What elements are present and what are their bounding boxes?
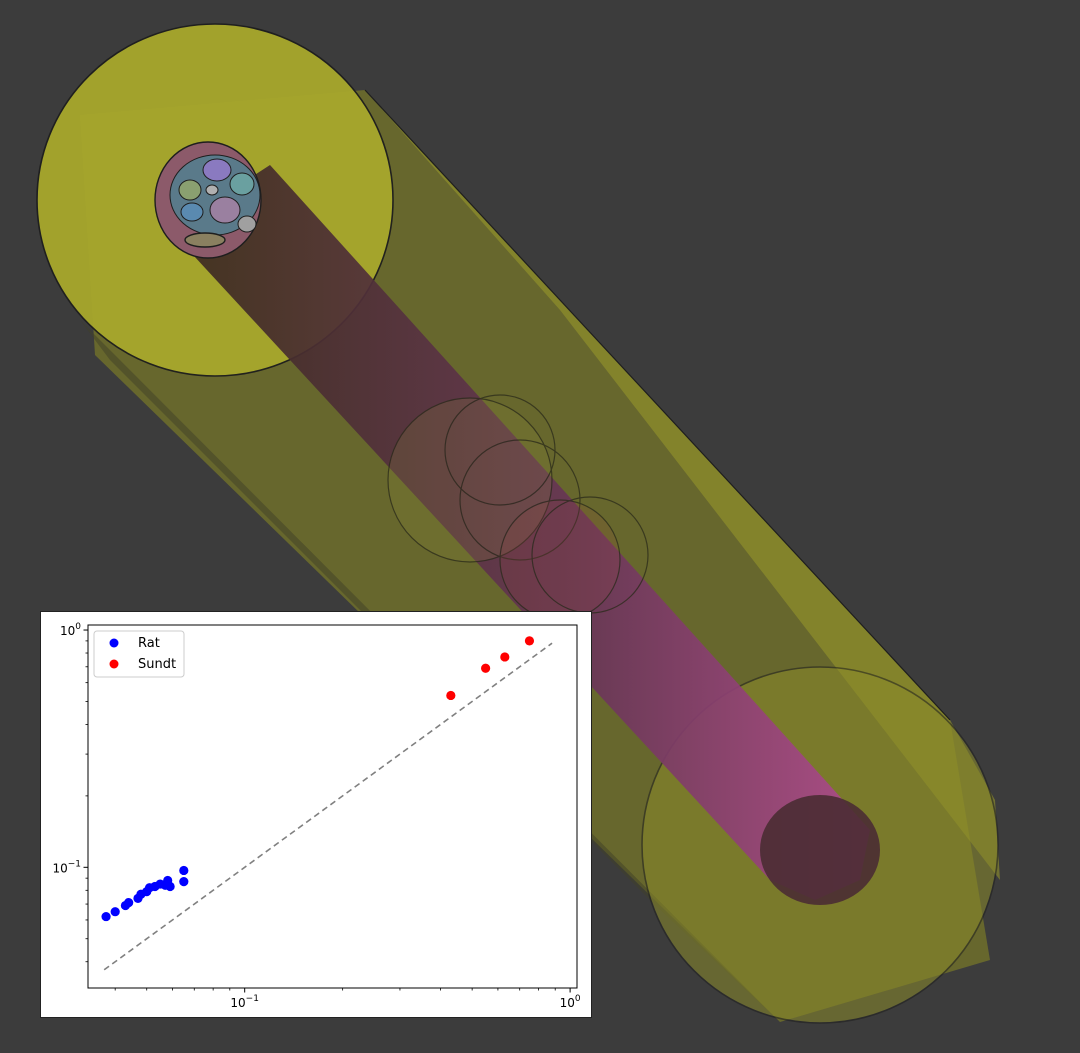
scatter-plot: 10−1 100 10−1 100 Rat Sundt: [52, 622, 581, 1010]
point-sundt-3: [524, 636, 535, 646]
point-rat-3: [124, 898, 134, 908]
plot-axes-frame: [87, 624, 578, 989]
point-rat-1: [110, 907, 120, 917]
legend-marker-rat: [109, 638, 119, 648]
point-sundt-0: [446, 690, 456, 701]
cross-section: [154, 141, 262, 259]
point-rat-13: [179, 877, 189, 887]
legend-label-sundt: Sundt: [138, 657, 176, 672]
inner-rod: [170, 165, 880, 905]
y-tick-label: 10−1: [52, 859, 81, 875]
plot-panel: 10−1 100 10−1 100 Rat Sundt: [40, 611, 592, 1018]
legend-marker-sundt: [109, 659, 119, 669]
ring-segments: [387, 394, 649, 621]
legend: Rat Sundt: [93, 630, 185, 678]
x-tick-label: 10−1: [230, 994, 259, 1010]
y-tick-label: 100: [60, 622, 81, 638]
point-rat-14: [179, 865, 189, 876]
reference-line: [103, 642, 553, 971]
point-sundt-2: [500, 652, 510, 662]
point-sundt-1: [481, 663, 491, 673]
x-tick-label: 100: [560, 994, 581, 1010]
point-rat-12: [165, 881, 175, 892]
point-rat-0: [101, 911, 111, 922]
legend-label-rat: Rat: [138, 636, 160, 651]
